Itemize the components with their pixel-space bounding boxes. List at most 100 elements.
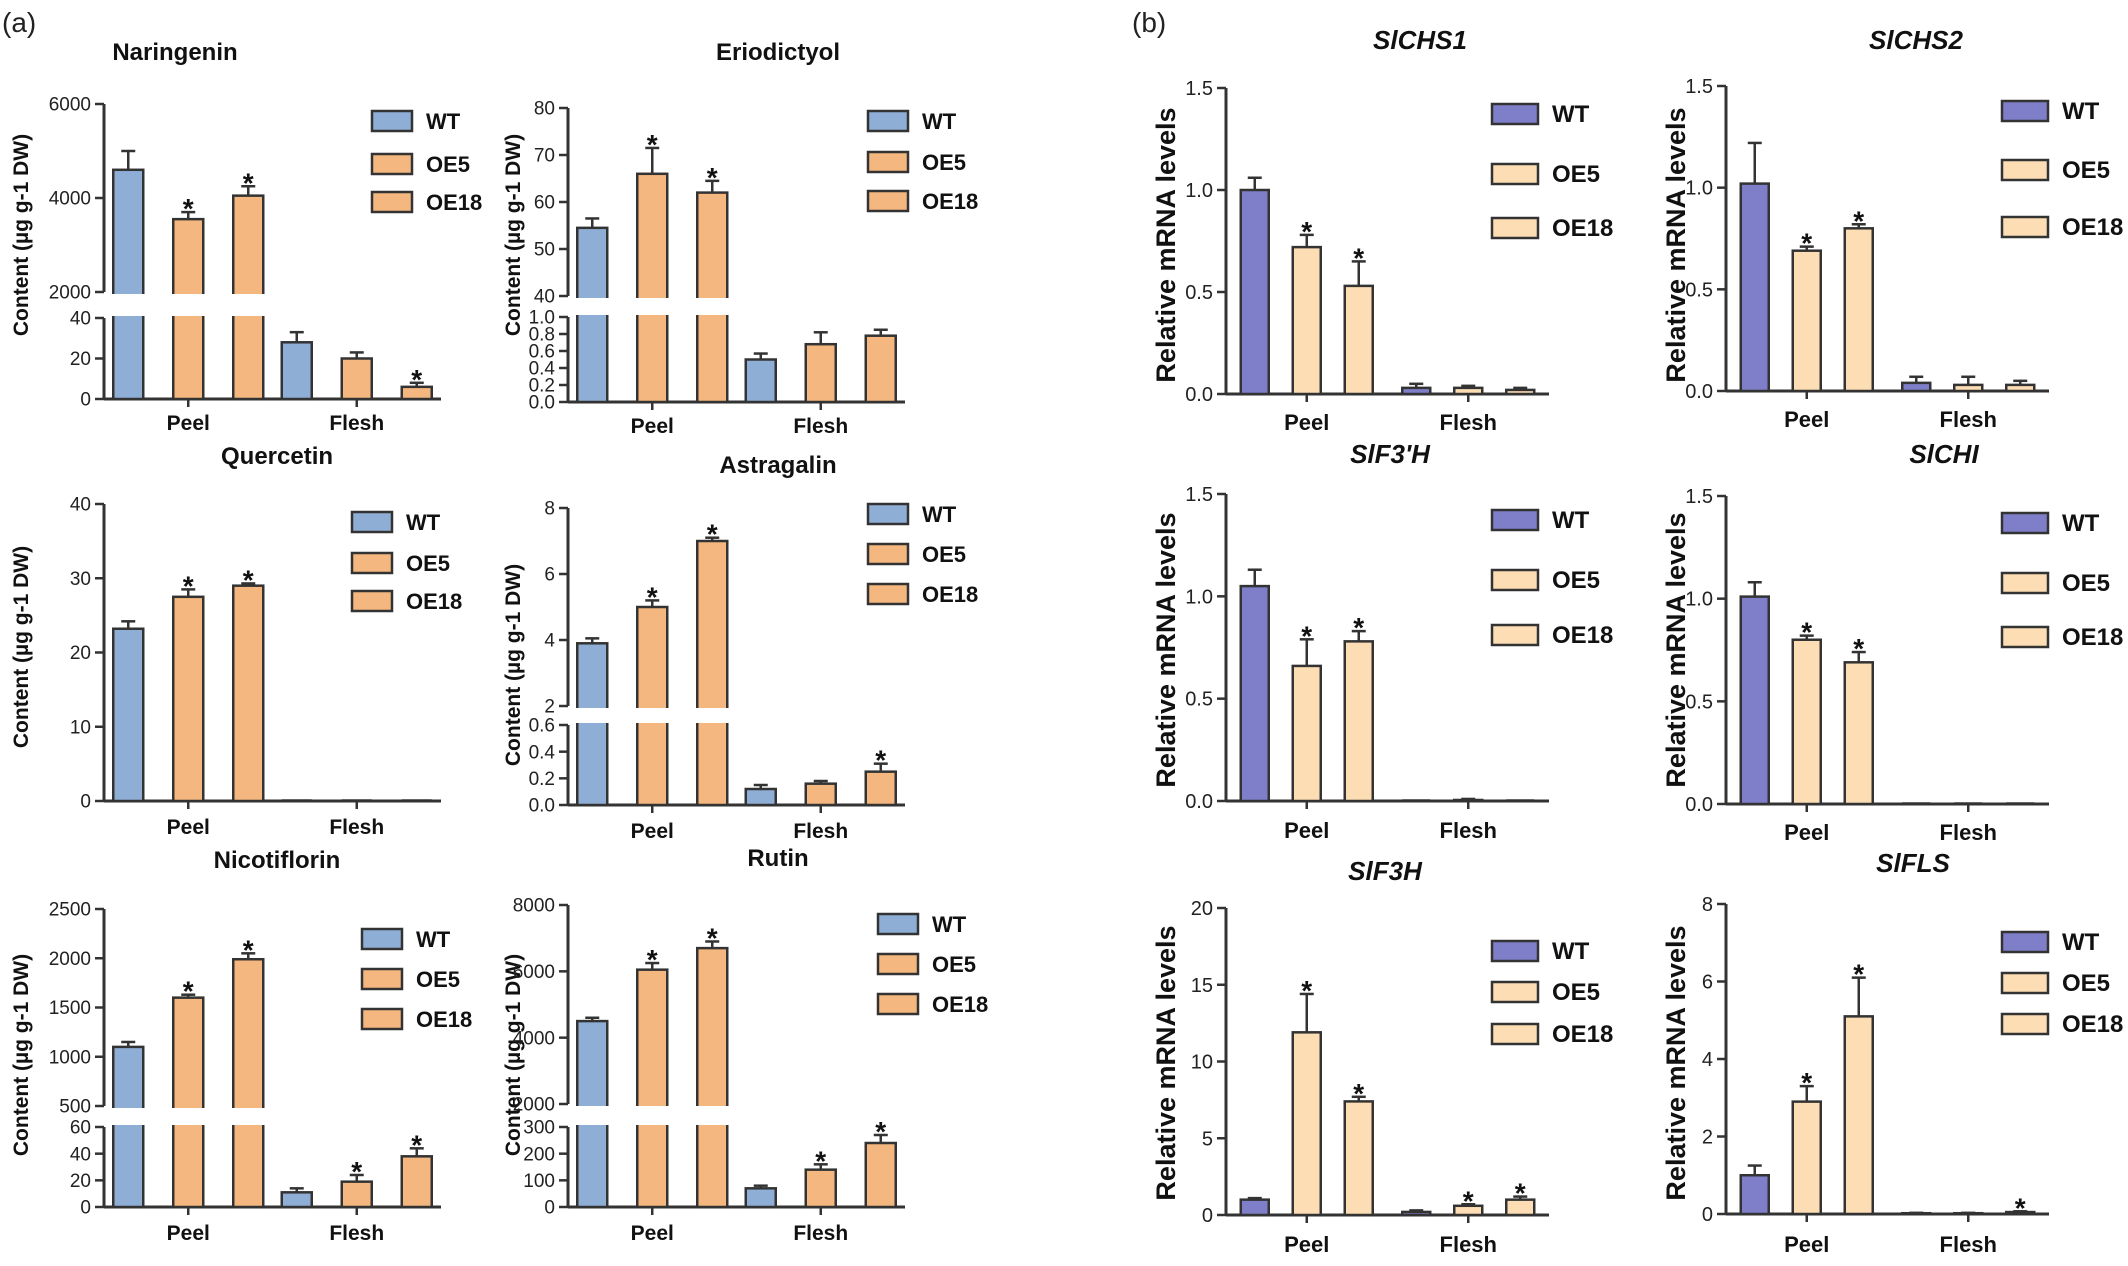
legend-swatch bbox=[876, 952, 920, 976]
significance-star: * bbox=[875, 1116, 886, 1147]
y-tick-label: 6 bbox=[1702, 972, 1713, 994]
y-tick-label: 40 bbox=[70, 309, 91, 330]
y-tick-label: 0 bbox=[1202, 1205, 1213, 1227]
y-tick-label: 2 bbox=[544, 697, 555, 718]
bar bbox=[1401, 386, 1432, 396]
legend-label: OE5 bbox=[426, 152, 470, 177]
y-tick-label: 8000 bbox=[513, 896, 555, 917]
bar bbox=[696, 946, 729, 1209]
y-tick-label: 60 bbox=[534, 193, 555, 214]
y-tick-label: 40 bbox=[70, 1144, 91, 1165]
bar bbox=[1843, 227, 1874, 393]
y-axis-label: Content (µg g-1 DW) bbox=[502, 564, 525, 766]
axis-break bbox=[566, 298, 769, 315]
bar bbox=[636, 605, 669, 807]
legend-swatch bbox=[866, 150, 910, 174]
legend-swatch bbox=[2000, 1012, 2050, 1036]
bar bbox=[1401, 1210, 1432, 1217]
bar bbox=[744, 1187, 777, 1209]
significance-star: * bbox=[647, 129, 658, 160]
significance-star: * bbox=[1801, 1067, 1812, 1098]
y-tick-label: 1.0 bbox=[529, 308, 555, 329]
legend-label: OE5 bbox=[406, 551, 450, 576]
bar bbox=[696, 539, 729, 807]
significance-star: * bbox=[707, 922, 718, 953]
bar bbox=[804, 342, 837, 404]
x-category-label: Flesh bbox=[793, 415, 848, 438]
legend-label: OE18 bbox=[2062, 214, 2123, 241]
legend-swatch bbox=[2000, 511, 2050, 535]
chart-10: SlF3H Relative mRNA levels 0 5 10 15 20 Peel * * F… bbox=[1151, 856, 1613, 1257]
y-tick-label: 0.0 bbox=[529, 796, 555, 817]
x-category-label: Peel bbox=[1284, 410, 1329, 435]
legend-label: OE18 bbox=[426, 190, 482, 215]
bar bbox=[1791, 1100, 1822, 1216]
legend-swatch bbox=[1490, 1022, 1540, 1046]
y-tick-label: 200 bbox=[523, 1144, 555, 1165]
bar bbox=[636, 172, 669, 404]
y-tick-label: 10 bbox=[70, 717, 91, 738]
legend-swatch bbox=[350, 510, 394, 534]
bar bbox=[1291, 1031, 1322, 1217]
legend-label: OE5 bbox=[932, 952, 976, 977]
legend-swatch bbox=[350, 589, 394, 613]
y-tick-label: 100 bbox=[523, 1171, 555, 1192]
significance-star: * bbox=[1801, 228, 1812, 259]
legend-swatch bbox=[2000, 571, 2050, 595]
bar bbox=[232, 957, 265, 1209]
y-tick-label: 6000 bbox=[49, 95, 91, 116]
y-tick-label: 0.5 bbox=[1685, 279, 1713, 301]
legend-label: OE18 bbox=[406, 589, 462, 614]
y-tick-label: 300 bbox=[523, 1118, 555, 1139]
y-tick-label: 1.5 bbox=[1185, 78, 1213, 100]
legend-label: OE18 bbox=[2062, 624, 2123, 651]
significance-star: * bbox=[1353, 612, 1364, 643]
bar bbox=[1453, 386, 1484, 396]
y-tick-label: 1.5 bbox=[1185, 484, 1213, 506]
y-tick-label: 30 bbox=[70, 569, 91, 590]
y-tick-label: 15 bbox=[1191, 975, 1213, 997]
legend-swatch bbox=[1490, 216, 1540, 240]
y-tick-label: 2500 bbox=[49, 900, 91, 921]
legend-label: WT bbox=[2062, 98, 2100, 125]
y-tick-label: 0 bbox=[1702, 1204, 1713, 1226]
y-tick-label: 0.8 bbox=[529, 325, 555, 346]
bar bbox=[1291, 245, 1322, 396]
legend-swatch bbox=[360, 967, 404, 991]
y-axis-label: Content (µg g-1 DW) bbox=[502, 134, 525, 336]
bar bbox=[744, 358, 777, 404]
chart-title: SlCHS2 bbox=[1869, 25, 1963, 55]
bar bbox=[1739, 182, 1770, 393]
x-category-label: Flesh bbox=[1440, 818, 1497, 843]
y-tick-label: 4000 bbox=[513, 1028, 555, 1049]
y-tick-label: 1500 bbox=[49, 998, 91, 1019]
y-tick-label: 0.2 bbox=[529, 376, 555, 397]
y-tick-label: 5 bbox=[1202, 1128, 1213, 1150]
bar bbox=[1239, 1198, 1270, 1217]
legend-swatch bbox=[876, 992, 920, 1016]
chart-title: SlF3H bbox=[1348, 856, 1423, 886]
x-category-label: Peel bbox=[1284, 1232, 1329, 1257]
legend-swatch bbox=[1490, 939, 1540, 963]
y-tick-label: 0.0 bbox=[1185, 384, 1213, 406]
y-tick-label: 6 bbox=[544, 565, 555, 586]
x-category-label: Flesh bbox=[793, 820, 848, 843]
chart-title: Rutin bbox=[747, 845, 808, 872]
y-tick-label: 8 bbox=[544, 499, 555, 520]
legend-label: OE5 bbox=[2062, 570, 2110, 597]
y-tick-label: 60 bbox=[70, 1118, 91, 1139]
y-tick-label: 1.0 bbox=[1685, 589, 1713, 611]
legend-label: OE18 bbox=[932, 992, 988, 1017]
y-tick-label: 40 bbox=[70, 495, 91, 516]
bar bbox=[232, 584, 265, 803]
significance-star: * bbox=[243, 167, 254, 198]
x-category-label: Peel bbox=[1284, 818, 1329, 843]
x-category-label: Peel bbox=[1784, 407, 1829, 432]
y-tick-label: 0.5 bbox=[1685, 691, 1713, 713]
significance-star: * bbox=[1353, 242, 1364, 273]
chart-11: SlFLS Relative mRNA levels 0 2 4 6 8 Peel * * Fles… bbox=[1661, 848, 2123, 1257]
chart-title: SlF3'H bbox=[1350, 439, 1431, 469]
